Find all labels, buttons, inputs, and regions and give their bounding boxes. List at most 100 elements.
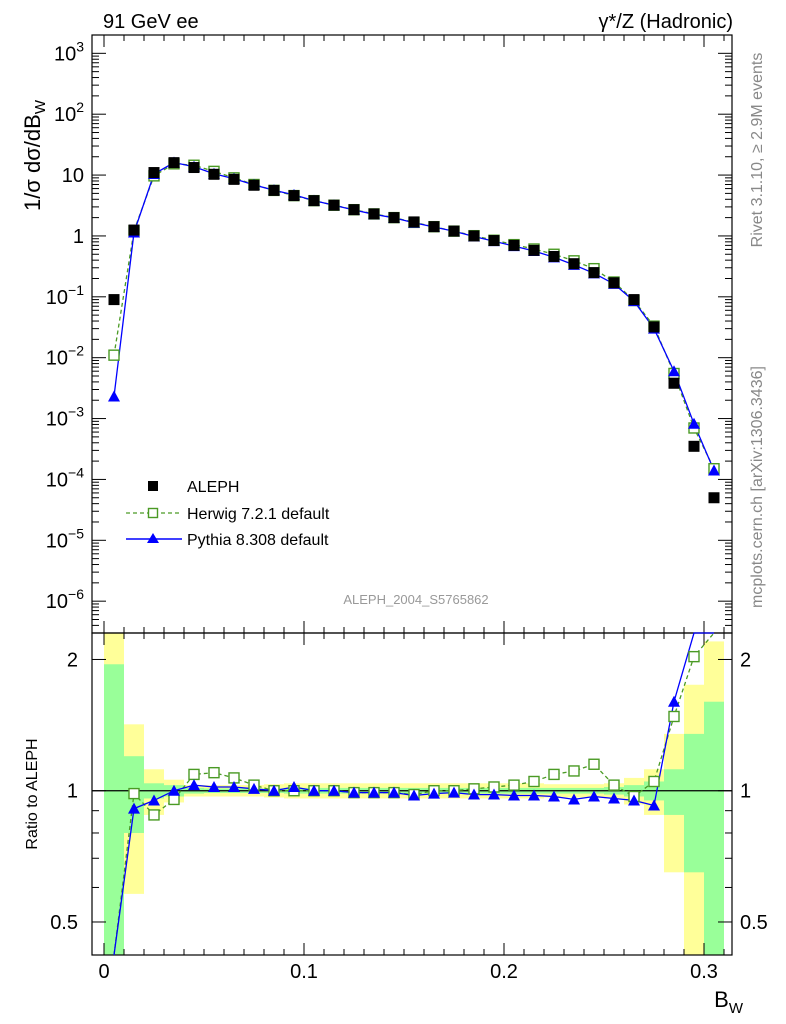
pythia-ratio-point xyxy=(368,786,380,798)
ratio-y-tick-label-left: 2 xyxy=(67,649,78,671)
ratio-y-tick-label-right: 0.5 xyxy=(740,912,768,934)
pythia-ratio-point xyxy=(168,784,180,796)
aleph-point xyxy=(408,216,420,228)
aleph-point xyxy=(448,225,460,237)
y-tick-label: 10−5 xyxy=(46,525,84,552)
pythia-ratio-point xyxy=(268,784,280,796)
aleph-point xyxy=(528,244,540,256)
pythia-ratio-point xyxy=(148,794,160,806)
herwig-ratio-point xyxy=(688,650,700,663)
pythia-ratio-point xyxy=(468,788,480,800)
pythia-ratio-point xyxy=(228,780,240,792)
pythia-ratio-point xyxy=(508,789,520,801)
aleph-point xyxy=(548,250,560,262)
legend-label-pythia: Pythia 8.308 default xyxy=(187,532,329,549)
y-tick-label: 10−2 xyxy=(46,343,84,370)
aleph-point xyxy=(708,492,720,504)
aleph-point xyxy=(328,199,340,211)
aleph-point xyxy=(428,221,440,233)
aleph-point xyxy=(468,230,480,242)
mcplots-text: mcplots.cern.ch [arXiv:1306.3436] xyxy=(749,366,766,608)
pythia-line xyxy=(113,161,715,471)
herwig-point xyxy=(108,349,120,361)
y-tick-label: 10 xyxy=(62,165,84,187)
rivet-version-text: Rivet 3.1.10, ≥ 2.9M events xyxy=(749,53,766,248)
ratio-y-tick-label-left: 1 xyxy=(67,781,78,803)
herwig-ratio-point xyxy=(588,758,600,770)
pythia-ratio-point xyxy=(528,789,540,801)
aleph-point xyxy=(588,267,600,279)
y-axis-label-text: 1/σ dσ/dBW xyxy=(20,99,49,211)
x-tick-label: 0.3 xyxy=(690,961,718,983)
pythia-ratio-point xyxy=(448,786,460,798)
y-tick-label: 10−3 xyxy=(46,404,84,431)
pythia-point xyxy=(688,417,700,429)
aleph-point xyxy=(508,239,520,251)
aleph-point xyxy=(608,277,620,289)
aleph-point xyxy=(308,195,320,207)
pythia-ratio-point xyxy=(128,802,140,814)
pythia-ratio-point xyxy=(248,782,260,794)
herwig-line xyxy=(113,163,715,469)
aleph-point xyxy=(208,168,220,180)
pythia-ratio-point xyxy=(628,794,640,806)
legend-label-aleph: ALEPH xyxy=(187,479,239,496)
pythia-point xyxy=(668,365,680,377)
x-tick-label: 0 xyxy=(98,961,109,983)
aleph-point xyxy=(108,294,120,306)
x-tick-label: 0.2 xyxy=(490,961,518,983)
aleph-point xyxy=(148,167,160,179)
y-axis-label: 1/σ dσ/dBW xyxy=(20,99,49,211)
legend-marker-aleph xyxy=(148,481,158,491)
pythia-ratio-point xyxy=(208,780,220,792)
aleph-point xyxy=(388,212,400,224)
herwig-ratio-point xyxy=(508,779,520,791)
analysis-id: ALEPH_2004_S5765862 xyxy=(343,592,488,607)
aleph-point xyxy=(568,258,580,270)
pythia-ratio-point xyxy=(668,695,680,707)
aleph-point xyxy=(648,321,660,333)
ratio-plot-frame xyxy=(91,632,733,956)
ratio-series xyxy=(113,632,715,956)
ratio-y-tick-label-left: 0.5 xyxy=(50,912,78,934)
x-tick-label: 0.1 xyxy=(290,961,318,983)
herwig-ratio-point xyxy=(128,787,140,800)
header-right: γ*/Z (Hadronic) xyxy=(599,11,733,33)
y-tick-label: 10−6 xyxy=(46,586,84,613)
aleph-point xyxy=(288,190,300,202)
aleph-point xyxy=(668,377,680,389)
green-band-bin xyxy=(684,733,704,873)
pythia-ratio-point xyxy=(388,786,400,798)
aleph-point xyxy=(628,294,640,306)
green-band-bin xyxy=(664,769,684,815)
pythia-ratio-point xyxy=(548,790,560,802)
herwig-ratio-point xyxy=(668,710,680,723)
pythia-point xyxy=(108,390,120,402)
data-series xyxy=(108,156,720,504)
herwig-ratio-point xyxy=(648,775,660,788)
pythia-ratio-point xyxy=(608,792,620,804)
herwig-ratio-point xyxy=(208,766,220,779)
ratio-y-tick-label-right: 1 xyxy=(740,781,751,803)
ratio-y-axis-label: Ratio to ALEPH xyxy=(24,738,41,849)
aleph-point xyxy=(688,440,700,452)
aleph-point xyxy=(368,208,380,220)
legend-label-herwig: Herwig 7.2.1 default xyxy=(187,506,330,523)
herwig-ratio-point xyxy=(548,768,560,781)
green-band-bin xyxy=(104,664,124,955)
aleph-point xyxy=(248,179,260,191)
pythia-ratio-point xyxy=(328,784,340,796)
legend: ALEPH Herwig 7.2.1 default Pythia 8.308 … xyxy=(126,479,330,549)
pythia-ratio-point xyxy=(568,793,580,805)
y-tick-label: 10−4 xyxy=(46,464,84,491)
pythia-point xyxy=(708,464,720,476)
aleph-point xyxy=(188,162,200,174)
tick-labels: 0 0.1 0.2 0.3 10−6 10−5 10−4 10−3 10−2 10−1 1 10 102… xyxy=(46,38,768,983)
pythia-ratio-point xyxy=(648,799,660,811)
pythia-ratio-point xyxy=(188,779,200,791)
pythia-ratio-point xyxy=(348,786,360,798)
herwig-ratio-point xyxy=(608,779,620,791)
aleph-point xyxy=(348,204,360,216)
ratio-y-tick-label-right: 2 xyxy=(740,649,751,671)
aleph-point xyxy=(228,173,240,185)
